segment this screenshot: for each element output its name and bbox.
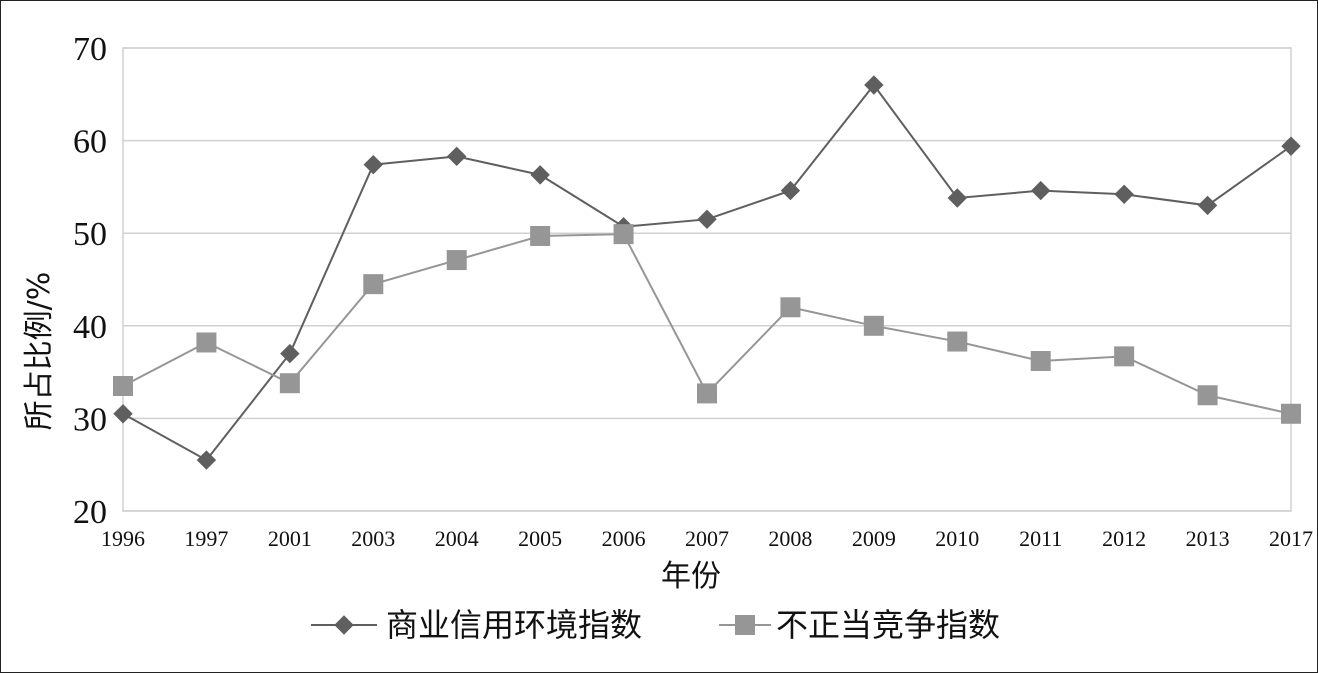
data-point	[697, 209, 717, 230]
data-point	[1197, 195, 1218, 216]
data-point	[1114, 346, 1135, 367]
x-tick-label: 2013	[1186, 526, 1230, 551]
data-point	[530, 165, 550, 185]
data-point	[196, 332, 217, 353]
y-axis-ticks: 20 30 40 50 60 70	[73, 31, 107, 531]
data-point	[1030, 350, 1051, 371]
x-tick-label: 2012	[1102, 526, 1146, 551]
legend-item-2: 不正当竞争指数	[719, 606, 1000, 644]
x-tick-label: 2006	[602, 526, 646, 551]
x-tick-label: 2004	[435, 526, 479, 551]
legend-marker	[334, 615, 354, 635]
data-point	[697, 383, 717, 404]
data-point	[947, 331, 968, 352]
y-tick-label: 40	[73, 309, 107, 346]
x-tick-label: 2009	[852, 526, 896, 551]
y-tick-label: 50	[73, 216, 107, 253]
series-2	[113, 224, 1301, 424]
data-point	[1281, 403, 1301, 424]
x-tick-label: 2011	[1019, 526, 1062, 551]
x-tick-label: 1996	[101, 526, 145, 551]
series-1	[113, 75, 1301, 470]
data-point	[113, 375, 133, 396]
data-point	[279, 373, 300, 394]
x-tick-label: 2017	[1269, 526, 1313, 551]
x-axis-title: 年份	[661, 559, 721, 594]
y-tick-label: 20	[73, 494, 107, 531]
data-point	[613, 224, 634, 245]
data-point	[447, 146, 467, 167]
data-point	[1281, 136, 1301, 156]
series-group	[113, 75, 1301, 470]
data-point	[363, 154, 383, 175]
data-point	[113, 404, 133, 424]
legend: 商业信用环境指数 不正当竞争指数	[311, 606, 1000, 644]
data-point	[280, 343, 300, 364]
plot-border	[122, 47, 1292, 512]
x-axis-ticks: 1996 1997 2001 2003 2004 2005 2006 2007 2008 2009…	[101, 526, 1313, 551]
data-point	[446, 250, 467, 271]
x-tick-label: 2008	[768, 526, 812, 551]
data-point	[1031, 180, 1051, 201]
data-point	[363, 274, 384, 295]
y-tick-label: 70	[73, 31, 107, 68]
data-point	[530, 225, 551, 246]
x-tick-label: 2010	[935, 526, 979, 551]
x-tick-label: 2007	[685, 526, 729, 551]
data-point	[863, 315, 884, 336]
plot-area	[122, 47, 1292, 512]
x-tick-label: 1997	[184, 526, 228, 551]
data-point	[864, 75, 884, 95]
data-point	[780, 297, 801, 318]
y-tick-label: 60	[73, 124, 107, 161]
gridlines	[123, 47, 1291, 512]
y-tick-label: 30	[73, 401, 107, 438]
data-point	[1197, 385, 1218, 406]
legend-item-1: 商业信用环境指数	[311, 606, 642, 644]
x-tick-label: 2003	[351, 526, 395, 551]
data-point	[947, 188, 967, 208]
data-point	[780, 180, 801, 201]
y-axis-title: 所占比例/%	[22, 272, 57, 431]
legend-marker	[735, 615, 755, 635]
data-point	[196, 450, 217, 470]
data-point	[1114, 184, 1134, 205]
legend-label: 不正当竞争指数	[776, 606, 1000, 644]
legend-label: 商业信用环境指数	[386, 606, 642, 644]
x-tick-label: 2001	[268, 526, 312, 551]
x-tick-label: 2005	[518, 526, 562, 551]
